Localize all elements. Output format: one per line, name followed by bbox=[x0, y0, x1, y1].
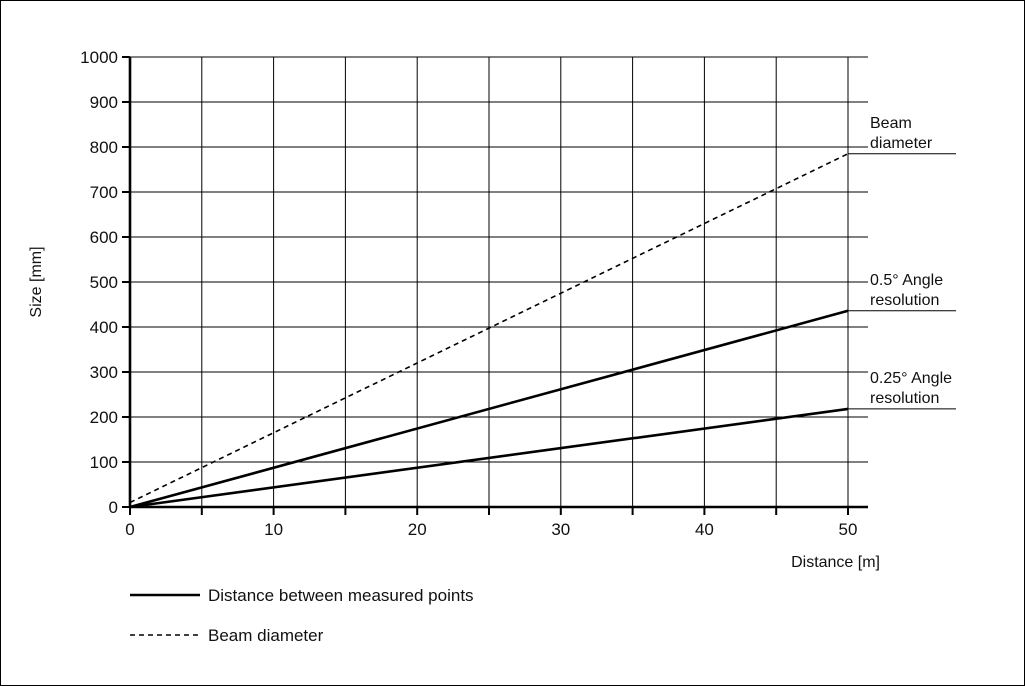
y-tick-label: 700 bbox=[90, 183, 118, 202]
y-tick-label: 300 bbox=[90, 363, 118, 382]
series-label: 0.5° Angle bbox=[870, 272, 943, 289]
series-line-1 bbox=[129, 153, 849, 504]
y-tick-label: 600 bbox=[90, 228, 118, 247]
legend-label: Beam diameter bbox=[208, 626, 324, 645]
y-tick-label: 100 bbox=[90, 453, 118, 472]
labels: 0 100 200 300 400 500 600 700 800 900 1000 0 10 20 30 4… bbox=[28, 48, 880, 571]
x-tick-label: 40 bbox=[695, 520, 714, 539]
x-tick-label: 0 bbox=[125, 520, 134, 539]
series-label: resolution bbox=[870, 292, 939, 309]
y-tick-label: 900 bbox=[90, 93, 118, 112]
y-tick-label: 1000 bbox=[80, 48, 118, 67]
y-tick-label: 500 bbox=[90, 273, 118, 292]
series-label: 0.25° Angle bbox=[870, 370, 952, 387]
y-tick-label: 800 bbox=[90, 138, 118, 157]
legend: Distance between measured points Beam dia… bbox=[130, 586, 474, 645]
series-annotations: Beam diameter 0.5° Angle resolution 0.25° An… bbox=[848, 115, 956, 410]
legend-label: Distance between measured points bbox=[208, 586, 474, 605]
x-tick-label: 30 bbox=[551, 520, 570, 539]
axes bbox=[122, 56, 868, 515]
x-tick-label: 50 bbox=[839, 520, 858, 539]
series-label: Beam bbox=[870, 115, 912, 132]
y-tick-label: 400 bbox=[90, 318, 118, 337]
series-line-3 bbox=[129, 407, 849, 509]
grid bbox=[130, 56, 868, 507]
x-tick-label: 20 bbox=[408, 520, 427, 539]
series-line-2 bbox=[129, 309, 849, 509]
y-tick-label: 200 bbox=[90, 408, 118, 427]
series-group bbox=[129, 153, 849, 509]
series-label: diameter bbox=[870, 135, 933, 152]
y-axis-title: Size [mm] bbox=[28, 246, 45, 317]
y-tick-label: 0 bbox=[109, 498, 118, 517]
x-axis-title: Distance [m] bbox=[791, 554, 880, 571]
series-label: resolution bbox=[870, 390, 939, 407]
x-tick-label: 10 bbox=[264, 520, 283, 539]
